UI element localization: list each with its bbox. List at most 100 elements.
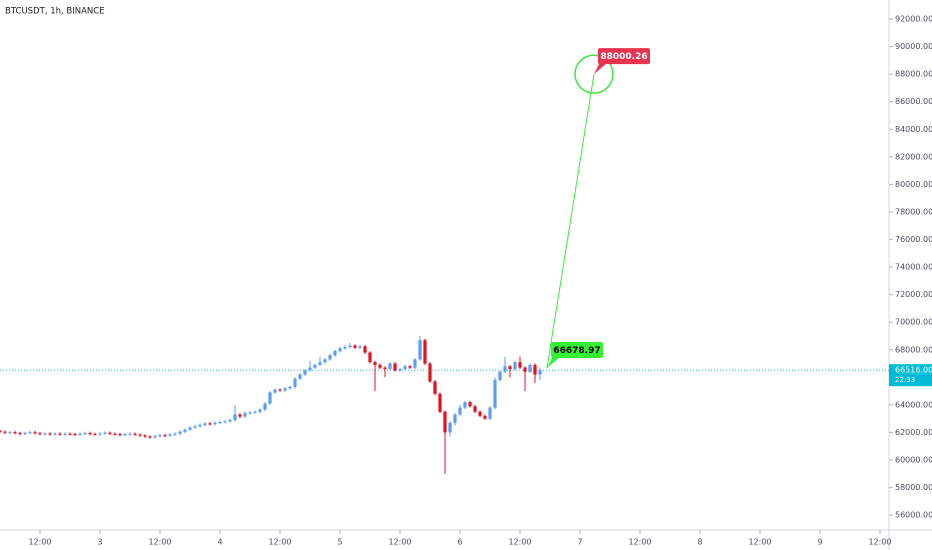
candle-body <box>258 409 262 412</box>
candle-body <box>388 363 392 370</box>
candle-body <box>418 340 422 360</box>
candle-body <box>508 366 512 370</box>
x-tick-label: 7 <box>577 538 582 547</box>
candle-body <box>13 432 17 434</box>
candle-body <box>448 422 452 433</box>
candle-body <box>278 389 282 391</box>
candle-body <box>498 371 502 381</box>
candle-body <box>253 411 257 413</box>
candle-body <box>193 426 197 428</box>
projection-line <box>546 74 595 369</box>
candle-body <box>413 359 417 368</box>
last-price-tag <box>889 364 932 387</box>
x-tick-label: 12:00 <box>628 538 651 547</box>
candle-body <box>3 431 7 433</box>
x-tick-label: 3 <box>97 538 102 547</box>
y-tick-label: 78000.00 <box>895 207 932 216</box>
candle-body <box>538 370 542 375</box>
annotation-box <box>598 48 650 65</box>
candle-body <box>103 432 107 434</box>
candle-body <box>128 433 132 435</box>
candle-body <box>338 348 342 352</box>
y-tick-label: 68000.00 <box>895 345 932 354</box>
candle-body <box>88 433 92 435</box>
annotation-pointer <box>547 355 561 368</box>
y-tick-label: 74000.00 <box>895 263 932 272</box>
candle-body <box>368 352 372 363</box>
x-tick-label: 12:00 <box>388 538 411 547</box>
candle-body <box>308 367 312 371</box>
candle-body <box>48 433 52 435</box>
candle-body <box>163 435 167 437</box>
candle-body <box>373 362 377 365</box>
candle-body <box>268 392 272 404</box>
candle-body <box>463 402 467 408</box>
candle-body <box>503 366 507 372</box>
candle-body <box>303 370 307 375</box>
candle-body <box>473 406 477 412</box>
candle-body <box>188 427 192 430</box>
candle-body <box>263 403 267 410</box>
candle-body <box>58 433 62 435</box>
candle-body <box>113 433 117 435</box>
candle-body <box>118 434 122 436</box>
candle-body <box>123 434 127 436</box>
candle-body <box>333 351 337 356</box>
countdown-label: 22:33 <box>895 376 915 384</box>
candle-body <box>173 433 177 435</box>
y-tick-label: 64000.00 <box>895 400 932 409</box>
x-tick-label: 12:00 <box>148 538 171 547</box>
candle-body <box>213 422 217 425</box>
candle-body <box>288 386 292 389</box>
candle-body <box>468 402 472 407</box>
y-tick-label: 92000.00 <box>895 15 932 24</box>
candle-body <box>323 359 327 363</box>
candle-body <box>378 364 382 368</box>
candle-body <box>23 432 27 434</box>
candle-body <box>488 407 492 419</box>
candle-body <box>198 424 202 427</box>
y-tick-label: 70000.00 <box>895 318 932 327</box>
candle-body <box>348 345 352 347</box>
annotation-label: 88000.26 <box>600 52 647 62</box>
chart-title: BTCUSDT, 1h, BINANCE <box>5 7 105 17</box>
candle-body <box>158 435 162 437</box>
x-tick-label: 12:00 <box>28 538 51 547</box>
candle-body <box>153 436 157 438</box>
y-tick-label: 90000.00 <box>895 42 932 51</box>
x-tick-label: 5 <box>337 538 342 547</box>
candle-body <box>513 362 517 370</box>
y-tick-label: 86000.00 <box>895 97 932 106</box>
last-price-label: 66516.00 <box>895 366 932 375</box>
candle-body <box>228 420 232 422</box>
annotation-pointer <box>594 62 608 75</box>
candle-body <box>68 433 72 435</box>
candle-body <box>383 367 387 370</box>
candle-body <box>43 433 47 435</box>
candle-body <box>248 412 252 414</box>
candle-body <box>73 434 77 436</box>
candle-body <box>38 433 42 435</box>
x-tick-label: 12:00 <box>268 538 291 547</box>
x-tick-label: 12:00 <box>868 538 891 547</box>
candle-body <box>398 369 402 371</box>
candle-body <box>393 363 397 371</box>
candle-body <box>8 432 12 434</box>
candle-body <box>533 364 537 375</box>
candle-body <box>218 422 222 424</box>
candle-body <box>83 433 87 435</box>
candle-body <box>108 432 112 434</box>
candle-body <box>408 366 412 368</box>
y-tick-label: 60000.00 <box>895 455 932 464</box>
candle-body <box>403 366 407 370</box>
candle-body <box>343 346 347 349</box>
candle-body <box>313 364 317 368</box>
y-tick-label: 56000.00 <box>895 511 932 520</box>
candle-body <box>363 346 367 353</box>
candle-body <box>478 411 482 416</box>
candle-body <box>18 433 22 435</box>
candle-body <box>223 421 227 423</box>
candle-body <box>528 364 532 372</box>
candle-body <box>53 433 57 435</box>
candle-body <box>273 389 277 393</box>
